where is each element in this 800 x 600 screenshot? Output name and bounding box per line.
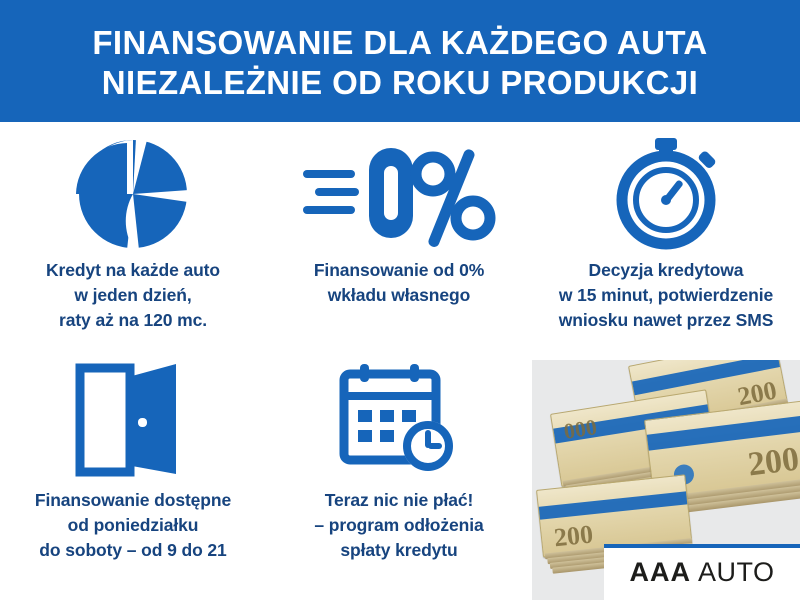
logo-brand-mark: AAA	[629, 556, 691, 587]
feature-item-decision-time: Decyzja kredytowa w 15 minut, potwierdze…	[532, 132, 800, 333]
logo-top-bar	[604, 544, 800, 548]
aaa-auto-logo: AAA AUTO	[604, 544, 800, 600]
poster-header: FINANSOWANIE DLA KAŻDEGO AUTA NIEZALEŻNI…	[0, 0, 800, 122]
banknote-value: 200	[746, 440, 800, 484]
feature-caption: Kredyt na każde auto w jeden dzień, raty…	[45, 260, 221, 330]
banknote-stacks-photo: 200 000	[532, 360, 800, 600]
stopwatch-icon	[601, 132, 731, 252]
pie-chart-icon	[67, 132, 199, 252]
logo-brand-word: AUTO	[697, 556, 775, 587]
feature-item-deferred-payment: Teraz nic nie płać! – program odłożenia …	[266, 362, 532, 563]
calendar-clock-icon	[334, 362, 464, 482]
header-line-1: FINANSOWANIE DLA KAŻDEGO AUTA	[92, 23, 708, 61]
feature-caption: Finansowanie dostępne od poniedziałku do…	[34, 490, 232, 560]
feature-caption: Teraz nic nie płać! – program odłożenia …	[314, 490, 484, 560]
feature-caption: Finansowanie od 0% wkładu własnego	[313, 260, 485, 305]
feature-caption: Decyzja kredytowa w 15 minut, potwierdze…	[558, 260, 774, 330]
feature-item-opening-hours: Finansowanie dostępne od poniedziałku do…	[0, 362, 266, 563]
open-door-icon	[70, 362, 196, 482]
feature-item-zero-percent: Finansowanie od 0% wkładu własnego	[266, 132, 532, 308]
header-line-2: NIEZALEŻNIE OD ROKU PRODUKCJI	[101, 64, 699, 101]
feature-item-credit: Kredyt na każde auto w jeden dzień, raty…	[0, 132, 266, 333]
zero-percent-icon	[299, 132, 499, 252]
feature-grid: Kredyt na każde auto w jeden dzień, raty…	[0, 122, 800, 600]
